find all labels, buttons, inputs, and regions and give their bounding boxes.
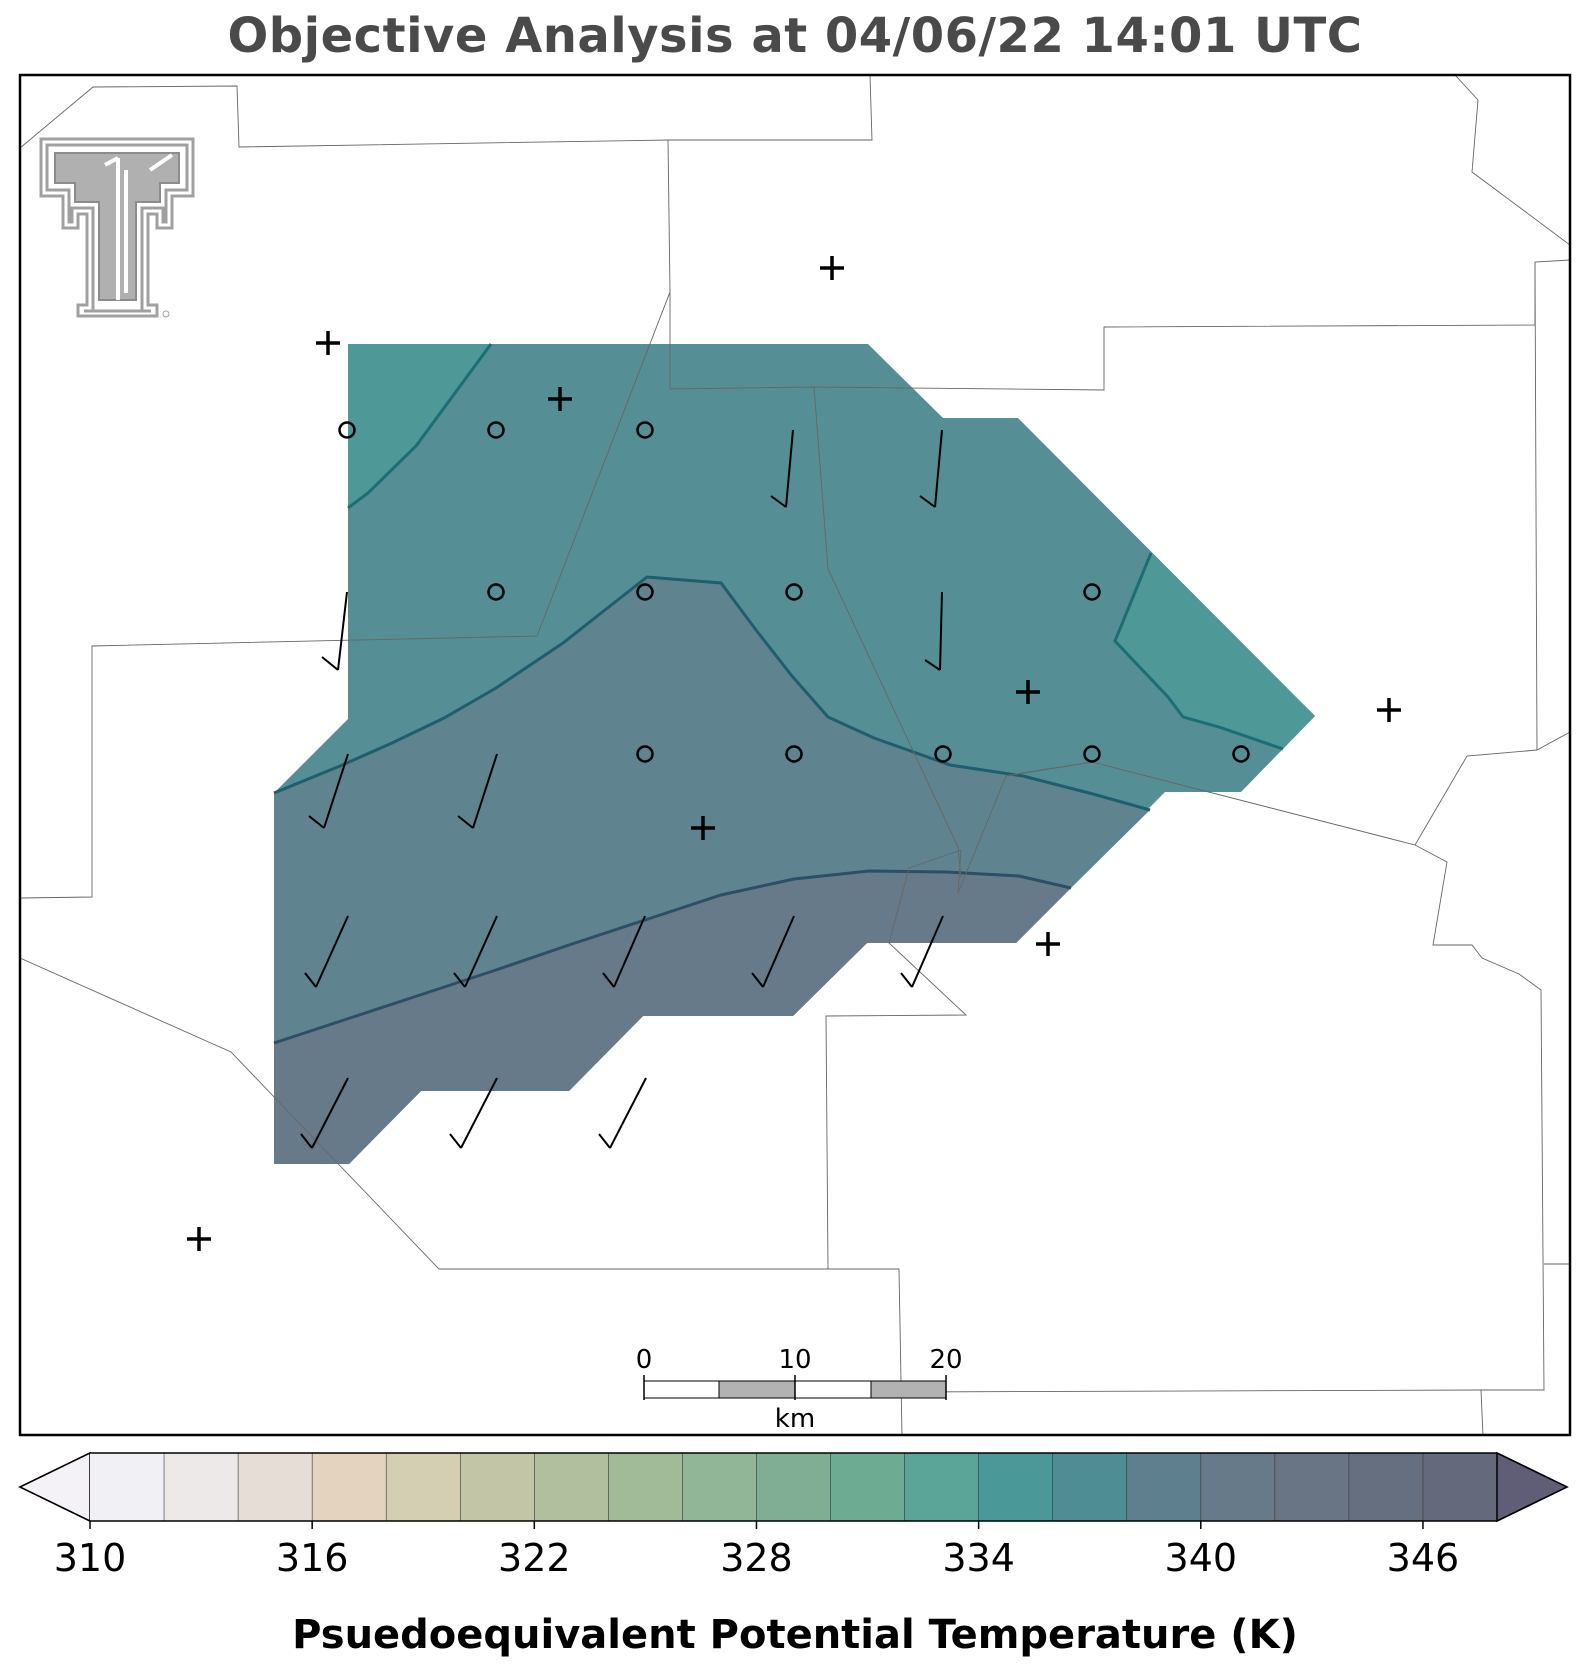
scale-bar: 0 10 20 km xyxy=(636,1345,963,1434)
colorbar-swatch xyxy=(534,1453,609,1521)
colorbar-swatch xyxy=(608,1453,683,1521)
wind-barb-icon xyxy=(453,915,498,988)
colorbar-tick-label: 328 xyxy=(720,1536,793,1580)
circle-icon xyxy=(487,583,505,601)
station-cross-icon xyxy=(316,331,340,355)
wind-barb-icon xyxy=(449,1077,498,1149)
wind-barbs xyxy=(300,429,944,1149)
colorbar-swatch xyxy=(90,1453,165,1521)
colorbar-over-arrow xyxy=(1496,1451,1569,1523)
wind-barb-icon xyxy=(308,753,349,829)
map-area xyxy=(20,75,1570,1435)
circle-icon xyxy=(338,421,356,439)
circle-icon xyxy=(636,745,654,763)
contour-340 xyxy=(273,575,1151,812)
colorbar-swatch xyxy=(1348,1453,1424,1521)
station-cross-icon xyxy=(548,387,572,411)
circle-icon xyxy=(1083,583,1101,601)
colorbar: 310 316 322 328 334 340 346 xyxy=(18,1451,1569,1580)
scale-label-20: 20 xyxy=(929,1345,962,1375)
station-cross-icon xyxy=(1016,680,1040,704)
theta-e-fill xyxy=(274,344,1315,1164)
colorbar-tick-label: 310 xyxy=(54,1536,127,1580)
colorbar-swatch xyxy=(1422,1453,1498,1521)
circle-icon xyxy=(636,421,654,439)
colorbar-tick-label: 346 xyxy=(1387,1536,1460,1580)
colorbar-swatch xyxy=(978,1453,1054,1521)
circle-icon xyxy=(785,745,803,763)
colorbar-swatch xyxy=(386,1453,461,1521)
colorbar-swatch xyxy=(238,1453,313,1521)
circle-icon xyxy=(487,421,505,439)
wind-barb-icon xyxy=(770,429,794,508)
circle-icon xyxy=(934,745,952,763)
colorbar-tick-label: 322 xyxy=(498,1536,571,1580)
stations xyxy=(187,256,1401,1251)
colorbar-swatch xyxy=(682,1453,757,1521)
contour-342 xyxy=(273,869,1072,1045)
station-cross-icon xyxy=(1377,698,1401,722)
colorbar-swatch xyxy=(1126,1453,1202,1521)
circle-icon xyxy=(636,583,654,601)
station-cross-icon xyxy=(691,816,715,840)
wind-barb-icon xyxy=(321,591,348,671)
fill-band-340-342 xyxy=(274,871,1071,1164)
colorbar-under-arrow xyxy=(18,1451,91,1523)
wind-barb-icon xyxy=(457,753,498,829)
wind-barb-icon xyxy=(924,591,943,671)
circle-icon xyxy=(785,583,803,601)
colorbar-tick-label: 340 xyxy=(1165,1536,1238,1580)
scale-label-0: 0 xyxy=(636,1345,653,1375)
colorbar-swatch xyxy=(164,1453,239,1521)
circle-icon xyxy=(1232,745,1250,763)
colorbar-swatch xyxy=(1274,1453,1350,1521)
colorbar-swatch xyxy=(312,1453,387,1521)
colorbar-outline xyxy=(18,1452,1569,1522)
page-title: Objective Analysis at 04/06/22 14:01 UTC xyxy=(227,8,1363,64)
station-cross-icon xyxy=(820,256,844,280)
station-cross-icon xyxy=(187,1227,211,1251)
wind-barb-icon xyxy=(900,915,944,988)
fill-band-334-336-nw xyxy=(348,344,491,508)
wind-barb-icon xyxy=(919,429,943,508)
station-cross-icon xyxy=(1036,932,1060,956)
contour-336-east xyxy=(1113,552,1284,751)
colorbar-label: Psuedoequivalent Potential Temperature (… xyxy=(292,1612,1298,1658)
map-frame xyxy=(18,73,1572,1437)
calm-wind-markers xyxy=(338,421,1250,763)
colorbar-swatch xyxy=(756,1453,832,1521)
wind-barb-icon xyxy=(598,1077,647,1149)
wind-barb-icon xyxy=(751,915,795,988)
wind-barb-icon xyxy=(602,915,646,988)
colorbar-swatch xyxy=(1200,1453,1276,1521)
logo-icon xyxy=(39,137,195,318)
colorbar-tick-label: 334 xyxy=(942,1536,1015,1580)
fill-band-334-336-east xyxy=(1115,553,1315,749)
scale-unit: km xyxy=(775,1404,815,1434)
colorbar-tick-label: 316 xyxy=(276,1536,349,1580)
wind-barb-icon xyxy=(300,1077,349,1149)
scale-label-10: 10 xyxy=(778,1345,811,1375)
wind-barb-icon xyxy=(304,915,349,988)
colorbar-swatch xyxy=(904,1453,980,1521)
colorbar-swatch xyxy=(460,1453,535,1521)
contour-336-nw xyxy=(347,343,493,510)
circle-icon xyxy=(1083,745,1101,763)
colorbar-swatch xyxy=(830,1453,906,1521)
colorbar-swatch xyxy=(1052,1453,1128,1521)
theta-e-contours xyxy=(273,343,1284,1045)
